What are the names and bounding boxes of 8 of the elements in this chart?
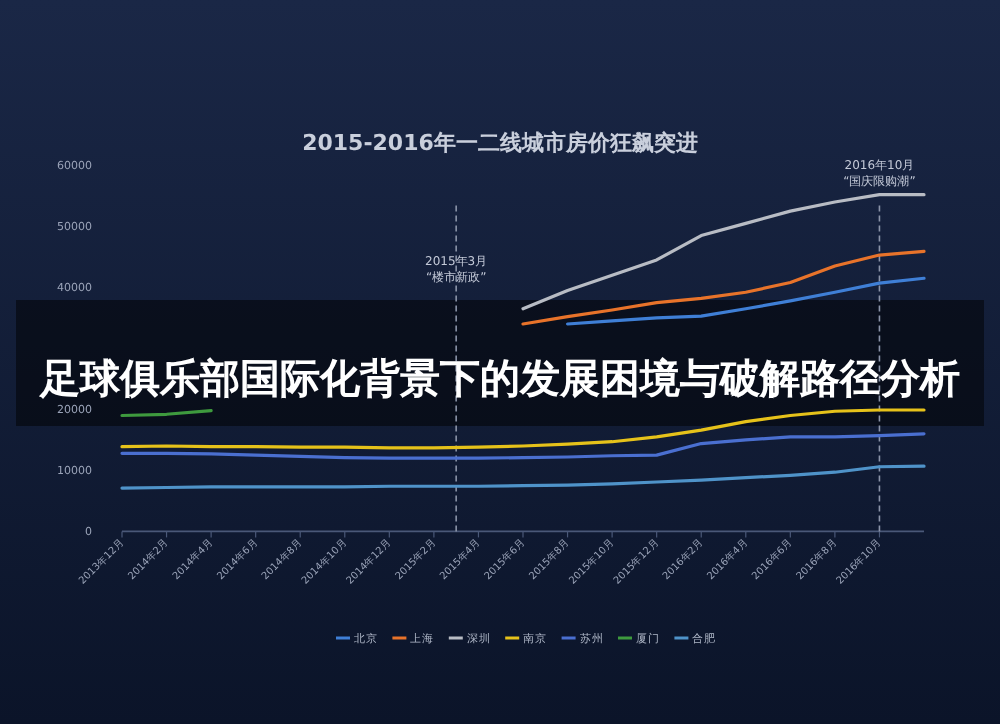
chart-title: 2015-2016年一二线城市房价狂飙突进 [302, 130, 698, 156]
line-series [521, 193, 926, 311]
line-series [120, 464, 926, 490]
line-series [565, 276, 926, 326]
line-series [521, 249, 926, 326]
line-series [120, 408, 926, 450]
annotation: 足球俱乐部国际化背景下的发展困境与破解路径分析 [38, 354, 960, 402]
line-series [120, 432, 926, 460]
